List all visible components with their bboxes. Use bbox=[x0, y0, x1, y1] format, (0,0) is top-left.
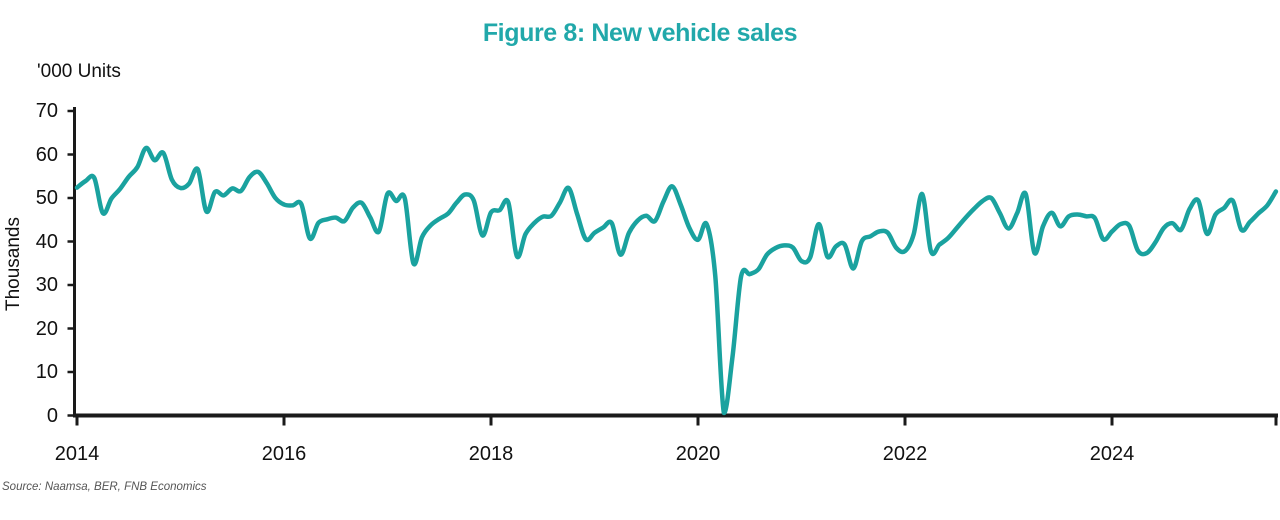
y-tick-label: 40 bbox=[35, 230, 58, 253]
y-tick-label: 20 bbox=[35, 317, 58, 340]
source-note: Source: Naamsa, BER, FNB Economics bbox=[2, 481, 207, 493]
x-tick-label: 2020 bbox=[675, 443, 721, 465]
x-tick-label: 2018 bbox=[468, 443, 514, 465]
y-tick-label: 10 bbox=[35, 361, 58, 383]
y-tick-label: 60 bbox=[35, 143, 58, 166]
x-tick-label: 2014 bbox=[54, 443, 100, 465]
x-tick-label: 2022 bbox=[882, 443, 928, 465]
y-tick-label: 50 bbox=[35, 187, 58, 209]
x-tick-label: 2024 bbox=[1089, 443, 1135, 465]
y-tick-label: 30 bbox=[35, 274, 58, 296]
x-tick-label: 2016 bbox=[261, 443, 307, 465]
y-tick-label: 70 bbox=[35, 100, 58, 122]
chart-title: Figure 8: New vehicle sales bbox=[482, 19, 798, 47]
y-tick-label: 0 bbox=[46, 404, 58, 427]
y-axis-unit-label: '000 Units bbox=[37, 61, 121, 82]
vehicle-sales-line bbox=[74, 145, 1279, 416]
